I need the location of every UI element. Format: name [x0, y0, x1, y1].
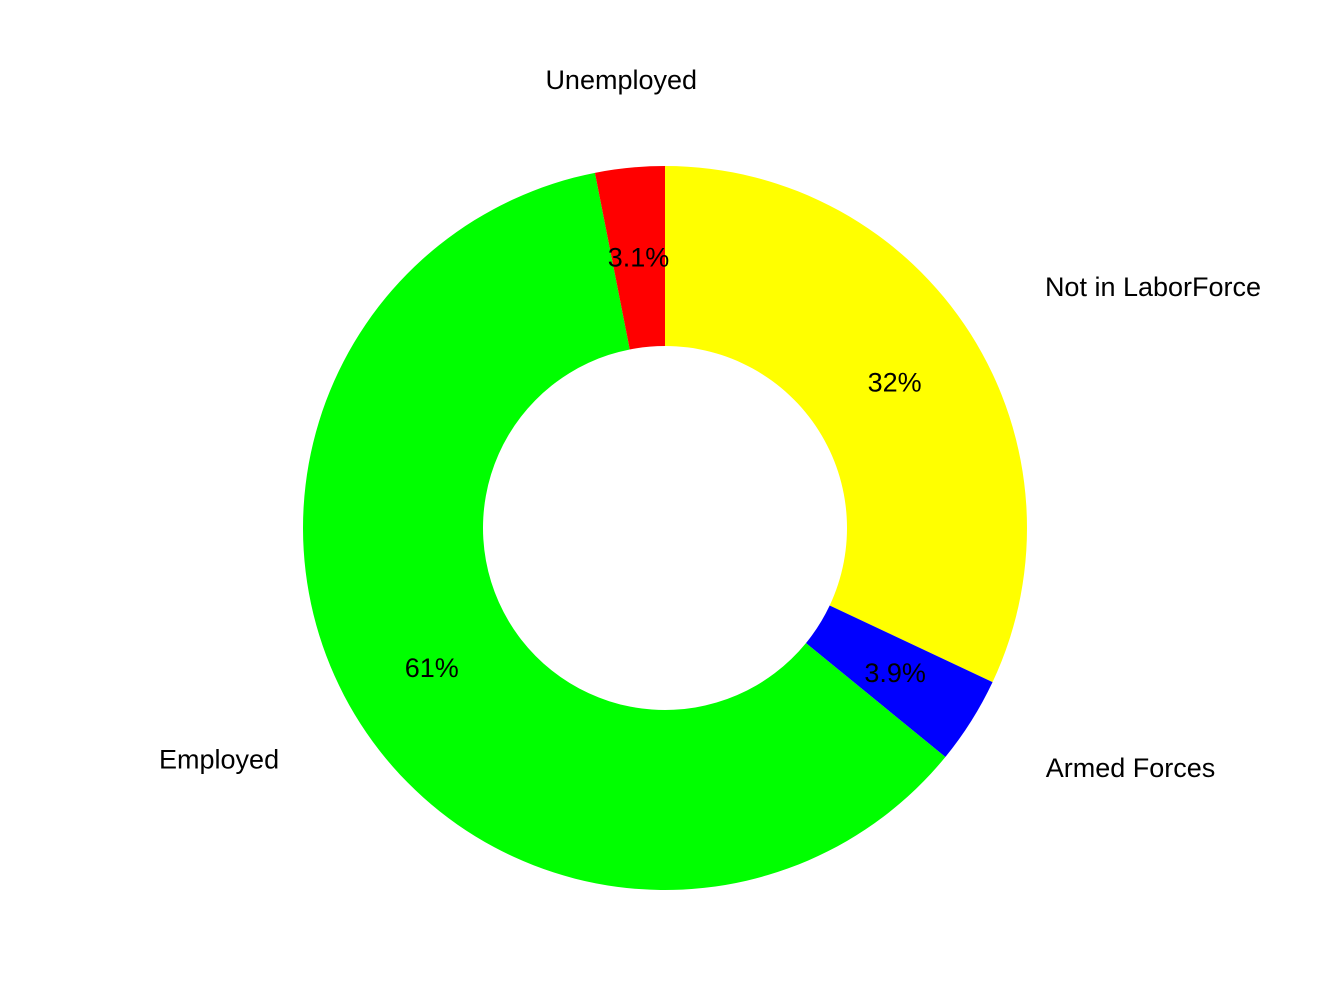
pct-label-armed-forces: 3.9%: [864, 658, 926, 688]
slice-unemployed: [594, 166, 665, 350]
pct-label-unemployed: 3.1%: [608, 242, 670, 272]
category-label-employed: Employed: [159, 744, 279, 774]
slice-employed: [303, 172, 946, 891]
category-label-not-in-laborforce: Not in LaborForce: [1045, 272, 1261, 302]
pct-label-employed: 61%: [405, 653, 459, 683]
donut-slices: [303, 166, 1027, 891]
slice-armed-forces: [805, 605, 993, 757]
donut-labels: 32% Not in LaborForce 3.9% Armed Forces 61% E…: [159, 65, 1261, 783]
category-label-armed-forces: Armed Forces: [1046, 753, 1216, 783]
slice-not-in-laborforce: [665, 166, 1027, 683]
category-label-unemployed: Unemployed: [545, 65, 697, 95]
pct-label-not-in-laborforce: 32%: [868, 367, 922, 397]
